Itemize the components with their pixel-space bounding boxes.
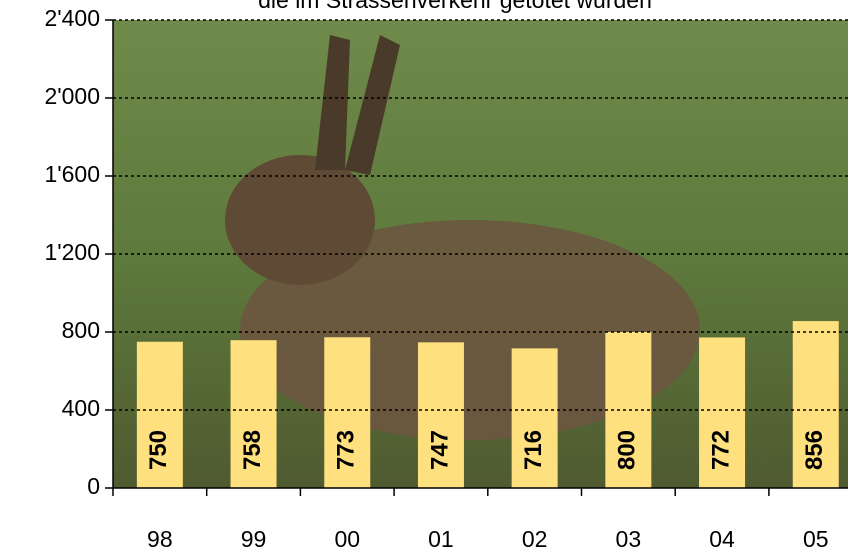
value-label: 772	[707, 430, 734, 470]
y-tick-label: 400	[62, 395, 100, 421]
y-tick-label: 1'200	[44, 239, 100, 265]
bar	[417, 342, 464, 488]
y-tick-label: 1'600	[44, 161, 100, 187]
x-tick-label: 04	[709, 526, 735, 552]
x-tick-label: 01	[428, 526, 454, 552]
chart-title: die im Strassenverkehr getötet wurden	[258, 0, 652, 13]
value-label: 758	[239, 430, 266, 470]
value-label: 773	[333, 430, 360, 470]
x-tick-label: 03	[616, 526, 642, 552]
bar	[792, 321, 839, 488]
y-tick-label: 2'400	[44, 5, 100, 31]
bar	[511, 348, 558, 488]
x-tick-label: 00	[334, 526, 360, 552]
bar	[699, 337, 746, 488]
value-label: 716	[520, 430, 547, 470]
y-tick-label: 800	[62, 317, 100, 343]
value-label: 747	[426, 430, 453, 470]
x-tick-label: 99	[241, 526, 267, 552]
bar	[230, 340, 277, 488]
bar	[136, 341, 183, 488]
y-tick-label: 0	[87, 473, 100, 499]
x-tick-label: 05	[803, 526, 829, 552]
x-tick-label: 98	[147, 526, 173, 552]
bar	[324, 337, 371, 488]
value-label: 750	[145, 430, 172, 470]
y-tick-label: 2'000	[44, 83, 100, 109]
value-label: 856	[801, 430, 828, 470]
value-label: 800	[614, 430, 641, 470]
x-tick-label: 02	[522, 526, 548, 552]
